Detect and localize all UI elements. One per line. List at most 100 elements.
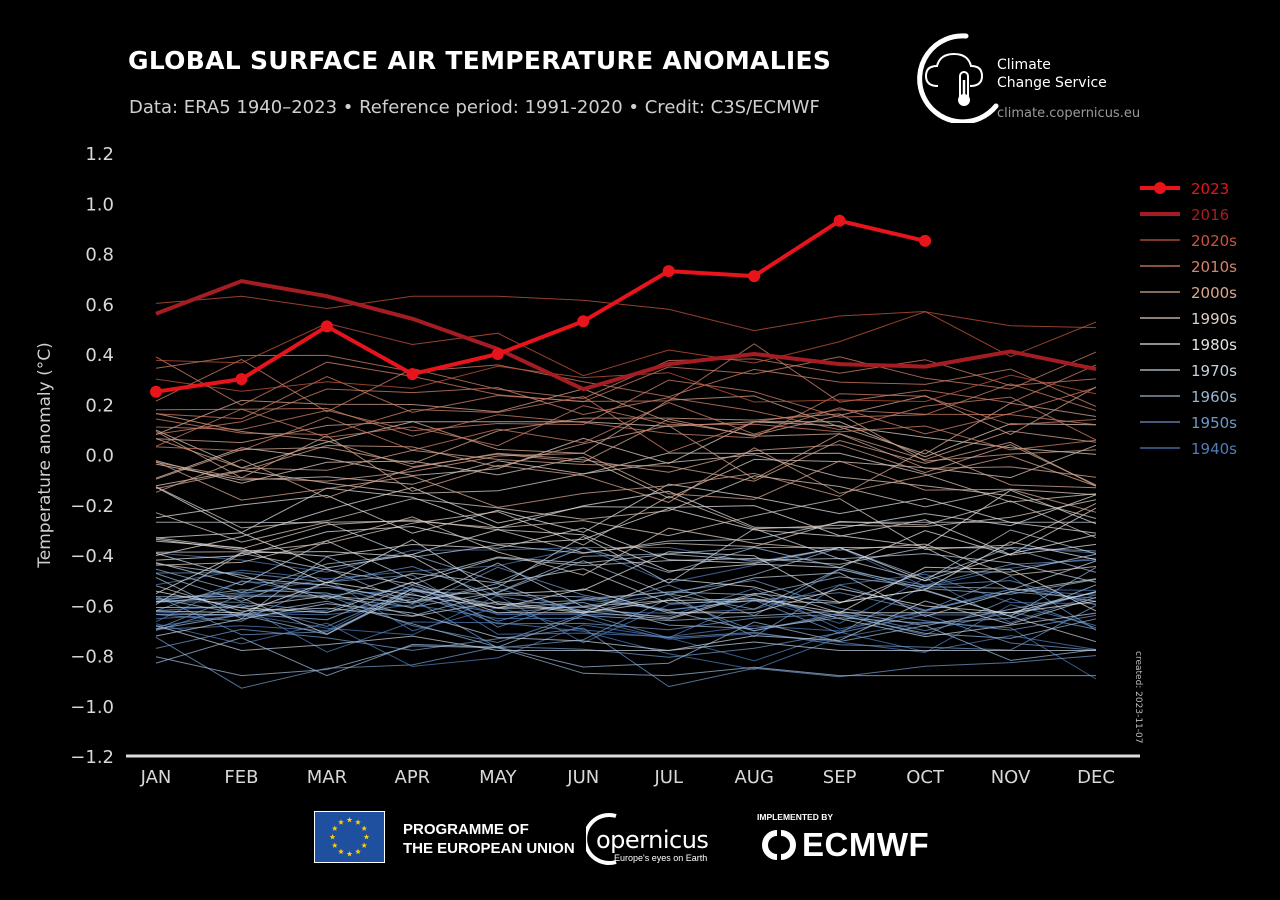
x-tick-label: DEC [1077, 767, 1115, 788]
eu-programme-label: PROGRAMME OF THE EUROPEAN UNION [403, 820, 575, 858]
eu-star-icon [363, 834, 370, 840]
eu-flag-icon [314, 811, 385, 863]
data-point-2023 [748, 270, 761, 283]
decade-line-1990s [155, 454, 1097, 519]
y-tick-label: 1.2 [85, 144, 114, 165]
legend-item-1960s: 1960s [1140, 388, 1237, 406]
data-point-2023 [491, 348, 504, 360]
legend-label: 1950s [1191, 414, 1237, 432]
decade-line-2010s [155, 387, 1097, 452]
decade-line-1970s [156, 521, 1096, 558]
legend-label: 1980s [1191, 336, 1237, 354]
y-tick-label: 1.0 [85, 194, 114, 215]
x-tick-label: APR [395, 767, 431, 788]
decade-line-1960s [155, 584, 1097, 630]
legend-item-2023: 2023 [1140, 180, 1229, 198]
legend-label: 1940s [1191, 440, 1237, 458]
y-tick-label: 0.8 [85, 245, 114, 266]
c3s-logo-icon [917, 33, 999, 123]
series-line-2023 [155, 218, 926, 394]
decade-line-1980s [155, 581, 1097, 614]
decade-line-2000s [155, 425, 1097, 490]
decade-line-1960s [155, 547, 1097, 617]
legend-item-1940s: 1940s [1140, 440, 1237, 458]
y-tick-label: −1.0 [70, 697, 114, 718]
eu-star-icon [331, 825, 338, 831]
x-tick-label: FEB [224, 767, 258, 788]
legend-label: 2016 [1191, 206, 1229, 224]
x-tick-label: JAN [140, 767, 172, 788]
decade-line-2000s [155, 452, 1097, 513]
decade-line-2000s [155, 413, 1097, 468]
eu-star-icon [338, 819, 344, 825]
decade-line-1970s [155, 625, 1096, 652]
legend-label: 1990s [1191, 310, 1237, 328]
c3s-service-line2: Change Service [997, 75, 1107, 91]
decade-line-1980s [155, 529, 1097, 572]
data-point-2023 [577, 315, 590, 328]
series-line-2016 [155, 279, 1097, 392]
x-tick-label: JUL [653, 767, 683, 788]
x-tick-label: SEP [823, 767, 857, 788]
legend-item-1990s: 1990s [1140, 310, 1237, 328]
copernicus-tagline: Europe's eyes on Earth [614, 853, 708, 863]
decade-line-1970s [155, 529, 1097, 586]
implemented-by-label: IMPLEMENTED BY [757, 812, 834, 822]
x-tick-label: OCT [906, 767, 945, 788]
c3s-url[interactable]: climate.copernicus.eu [997, 106, 1141, 121]
y-tick-label: −0.2 [70, 496, 114, 517]
eu-star-icon [346, 851, 353, 857]
decade-line-2010s [155, 387, 1097, 441]
decade-line-1960s [155, 645, 1096, 677]
decade-line-1990s [155, 452, 1097, 503]
eu-star-icon [361, 825, 368, 831]
decade-line-2010s [155, 351, 1097, 406]
decade-line-1990s [155, 495, 1097, 553]
y-tick-label: −0.8 [70, 647, 114, 668]
legend-marker [1154, 182, 1166, 194]
decade-line-2020s [155, 311, 1097, 377]
decade-line-2010s [155, 393, 1097, 439]
x-tick-label: JUN [566, 767, 599, 788]
c3s-service-name: Climate Change Service [997, 56, 1107, 92]
decade-line-1980s [155, 483, 1097, 534]
decade-line-1960s [155, 546, 1097, 608]
legend-item-2020s: 2020s [1140, 232, 1237, 250]
decade-line-1980s [155, 539, 1097, 604]
chart-subtitle: Data: ERA5 1940–2023 • Reference period:… [129, 97, 820, 118]
decade-line-2010s [155, 395, 1097, 453]
decade-line-2000s [155, 430, 1097, 503]
decade-line-1950s [155, 613, 1097, 689]
data-point-2023 [833, 214, 846, 227]
legend-item-1970s: 1970s [1140, 362, 1237, 380]
decade-line-1960s [155, 621, 1097, 677]
decade-line-1980s [155, 578, 1097, 614]
eu-star-icon [346, 817, 353, 823]
copernicus-wordmark: opernicus [596, 826, 709, 854]
decade-line-1970s [155, 562, 1097, 617]
decade-line-1990s [155, 500, 1097, 554]
chart-title: GLOBAL SURFACE AIR TEMPERATURE ANOMALIES [128, 46, 832, 75]
x-tick-label: NOV [991, 767, 1031, 788]
data-point-2023 [662, 265, 675, 278]
legend-item-1980s: 1980s [1140, 336, 1237, 354]
y-tick-label: 0.4 [85, 345, 114, 366]
decade-line-1980s [155, 486, 1097, 534]
ecmwf-wordmark: ECMWF [802, 826, 930, 863]
data-point-2023 [406, 368, 419, 381]
data-point-2023 [150, 385, 162, 398]
decade-line-1990s [155, 498, 1097, 551]
decade-line-1970s [155, 588, 1097, 643]
legend-item-2016: 2016 [1140, 206, 1229, 224]
legend-item-1950s: 1950s [1140, 414, 1237, 432]
decade-line-1970s [155, 546, 1097, 605]
legend-label: 2023 [1191, 180, 1229, 198]
x-tick-label: MAY [479, 767, 517, 788]
legend-label: 2000s [1191, 284, 1237, 302]
decade-line-1950s [155, 627, 1097, 688]
eu-star-icon [355, 819, 361, 825]
y-tick-label: 0.2 [85, 395, 114, 416]
eu-programme-line1: PROGRAMME OF [403, 821, 529, 838]
decade-line-2000s [155, 413, 1097, 480]
